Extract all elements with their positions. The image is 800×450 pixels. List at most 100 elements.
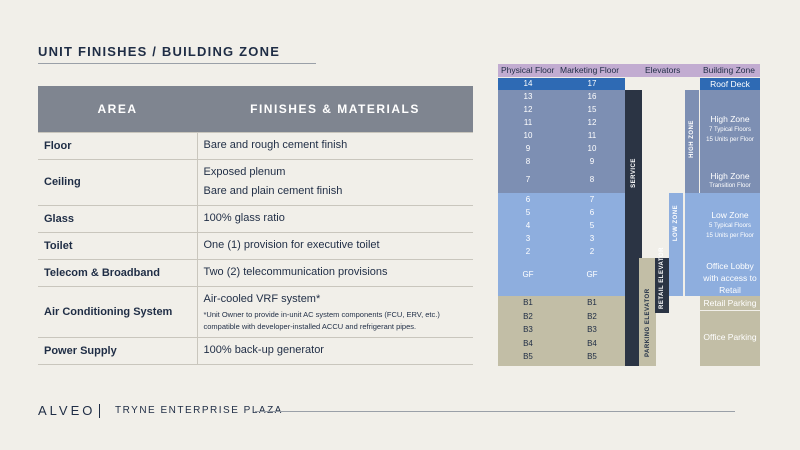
physical-floor-number: 10 (523, 131, 533, 140)
physical-floor-number: 14 (523, 79, 533, 88)
marketing-floor-number: 17 (587, 79, 597, 88)
physical-floor-number: 11 (523, 118, 533, 127)
footer-separator (99, 404, 100, 418)
row-finish-power: 100% back-up generator (197, 337, 473, 365)
physical-floor-number: 8 (525, 157, 531, 166)
zone-low-sub1: 5 Typical Floors (709, 223, 751, 229)
table-row: Toilet One (1) provision for executive t… (38, 232, 473, 260)
parking-elevator-shaft (639, 258, 656, 366)
aircon-footnote: *Unit Owner to provide in-unit AC system… (203, 310, 440, 331)
zone-office-parking: Office Parking (700, 311, 760, 366)
row-area-telecom: Telecom & Broadband (38, 259, 198, 287)
floor-band-low (498, 193, 625, 296)
low-zone-elevator-shaft (669, 193, 683, 296)
zone-low-title: Low Zone (711, 210, 749, 220)
floor-band-basement (498, 296, 625, 366)
table-row: Ceiling Exposed plenum Bare and plain ce… (38, 159, 473, 206)
marketing-floor-number: 15 (587, 105, 597, 114)
marketing-floor-number: 7 (589, 195, 595, 204)
marketing-floor-number: 10 (587, 144, 597, 153)
row-finish-telecom: Two (2) telecommunication provisions (197, 259, 473, 287)
alveo-logo: ALVEO (38, 403, 96, 418)
finish-line: Bare and plain cement finish (203, 185, 343, 197)
physical-floor-number: 6 (525, 195, 531, 204)
physical-floor-number: 4 (525, 221, 531, 230)
zone-lobby-line1: Office Lobby (706, 261, 754, 271)
table-row: Glass 100% glass ratio (38, 205, 473, 233)
marketing-floor-number: 8 (589, 175, 595, 184)
marketing-floor-number: 3 (589, 234, 595, 243)
zone-lobby-line3: Retail (719, 285, 741, 295)
physical-floor-number: 13 (523, 92, 533, 101)
header-marketing-floor: Marketing Floor (560, 65, 620, 75)
zone-retail-parking: Retail Parking (700, 296, 760, 310)
row-area-floor: Floor (38, 131, 198, 160)
physical-floor-number: 12 (523, 105, 533, 114)
physical-floor-number: 9 (525, 144, 531, 153)
high-zone-elevator-label: HIGH ZONE (689, 120, 695, 158)
marketing-floor-number: B1 (587, 298, 597, 307)
marketing-floor-number: 16 (587, 92, 597, 101)
service-elevator-shaft (625, 90, 642, 366)
physical-floor-number: 2 (525, 247, 531, 256)
header-elevators: Elevators (645, 65, 681, 75)
finish-line: Air-cooled VRF system* (203, 293, 321, 305)
finish-line: Exposed plenum (203, 166, 286, 178)
zone-transition-sub: Transition Floor (709, 183, 751, 189)
marketing-floor-number: 6 (589, 208, 595, 217)
zone-high: High Zone 7 Typical Floors 15 Units per … (700, 90, 760, 193)
zone-transition-title: High Zone (710, 171, 750, 181)
footer-rule (255, 411, 735, 412)
finishes-table: AREA FINISHES & MATERIALS Floor Bare and… (38, 86, 473, 365)
zone-high-sub1: 7 Typical Floors (709, 127, 751, 133)
row-finish-floor: Bare and rough cement finish (197, 131, 473, 160)
marketing-floor-number: B3 (587, 325, 597, 334)
row-finish-toilet: One (1) provision for executive toilet (197, 232, 473, 260)
marketing-floor-number: 9 (589, 157, 595, 166)
row-finish-ceiling: Exposed plenum Bare and plain cement fin… (197, 159, 473, 206)
physical-floor-number: GF (522, 270, 534, 279)
row-finish-aircon: Air-cooled VRF system* *Unit Owner to pr… (197, 286, 473, 338)
physical-floor-number: B4 (523, 339, 533, 348)
table-row: Floor Bare and rough cement finish (38, 131, 473, 160)
finish-line: Bare and rough cement finish (203, 139, 348, 151)
header-physical-floor: Physical Floor (501, 65, 555, 75)
row-area-aircon: Air Conditioning System (38, 286, 198, 338)
zone-header-bar: Physical Floor Marketing Floor Elevators… (498, 64, 760, 77)
zone-office-lobby: Office Lobby with access to Retail (685, 258, 760, 296)
page-title: UNIT FINISHES / BUILDING ZONE (38, 44, 281, 59)
finish-line: Two (2) telecommunication provisions (203, 266, 388, 278)
low-zone-elevator-label: LOW ZONE (673, 204, 679, 242)
physical-floor-number: 7 (525, 175, 531, 184)
marketing-floor-number: 11 (587, 131, 597, 140)
table-row: Air Conditioning System Air-cooled VRF s… (38, 286, 473, 338)
physical-floor-number: B5 (523, 352, 533, 361)
table-row: Telecom & Broadband Two (2) telecommunic… (38, 259, 473, 287)
zone-low-sub2: 15 Units per Floor (706, 233, 754, 239)
physical-floor-number: 3 (525, 234, 531, 243)
finish-line: 100% back-up generator (203, 344, 324, 356)
zone-roof-deck: Roof Deck (700, 78, 760, 90)
marketing-floor-number: B2 (587, 312, 597, 321)
header-building-zone: Building Zone (703, 65, 755, 75)
marketing-floor-number: B4 (587, 339, 597, 348)
title-underline (38, 63, 316, 64)
row-finish-glass: 100% glass ratio (197, 205, 473, 233)
header-finishes: FINISHES & MATERIALS (197, 86, 473, 132)
project-name: TRYNE ENTERPRISE PLAZA (115, 405, 283, 416)
physical-floor-number: B1 (523, 298, 533, 307)
physical-floor-number: 5 (525, 208, 531, 217)
header-area: AREA (38, 86, 197, 132)
marketing-floor-number: GF (586, 270, 598, 279)
service-elevator-label: SERVICE (631, 158, 637, 188)
zone-retail-parking-label: Retail Parking (703, 298, 757, 308)
table-header-row: AREA FINISHES & MATERIALS (38, 86, 473, 132)
physical-floor-number: B2 (523, 312, 533, 321)
zone-lobby-line2: with access to (703, 273, 757, 283)
finish-line: One (1) provision for executive toilet (203, 239, 380, 251)
parking-elevator-label: PARKING ELEVATOR (645, 288, 651, 357)
row-area-toilet: Toilet (38, 232, 198, 260)
row-area-power: Power Supply (38, 337, 198, 365)
finish-line: 100% glass ratio (203, 212, 285, 224)
retail-elevator-label: RETAIL ELEVATOR (659, 247, 665, 309)
